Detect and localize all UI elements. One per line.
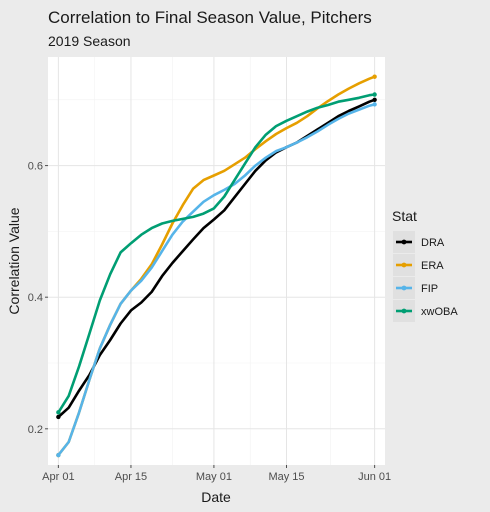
series-point-dra <box>56 414 61 420</box>
legend-label-fip: FIP <box>421 283 438 295</box>
series-lines <box>56 74 377 458</box>
x-tick-label: Apr 15 <box>115 471 147 483</box>
chart-subtitle: 2019 Season <box>48 33 131 49</box>
series-point-fip <box>372 102 377 107</box>
series-point-xwoba <box>372 92 377 97</box>
legend-key-point <box>401 285 407 291</box>
legend-label-dra: DRA <box>421 237 445 249</box>
legend: DRA ERA FIP xwOBA <box>393 231 458 322</box>
series-point-era <box>372 74 377 79</box>
series-point-xwoba <box>56 410 61 415</box>
legend-key-point <box>401 262 407 268</box>
chart-title: Correlation to Final Season Value, Pitch… <box>48 8 372 27</box>
y-axis-title: Correlation Value <box>6 207 22 314</box>
legend-label-era: ERA <box>421 260 444 272</box>
x-tick-label: May 01 <box>196 471 232 483</box>
legend-title: Stat <box>392 208 417 224</box>
x-axis-title: Date <box>201 489 231 505</box>
y-tick-label: 0.2 <box>28 424 43 436</box>
legend-key-point <box>401 239 407 245</box>
series-point-fip <box>56 452 61 458</box>
series-line-fip <box>57 103 376 457</box>
y-tick-label: 0.4 <box>28 292 43 304</box>
x-tick-label: Apr 01 <box>42 471 74 483</box>
series-line-xwoba <box>57 93 376 414</box>
y-tick-label: 0.6 <box>28 161 43 173</box>
series-line-dra <box>57 98 376 419</box>
legend-key-point <box>401 308 407 314</box>
legend-label-xwoba: xwOBA <box>421 306 458 318</box>
grid-lines <box>48 57 385 465</box>
x-tick-label: Jun 01 <box>358 471 391 483</box>
series-point-dra <box>372 97 377 102</box>
x-tick-label: May 15 <box>268 471 304 483</box>
axis-ticks: Apr 01 Apr 15 May 01 May 15 Jun 01 0.2 0.4 0.6 <box>28 161 391 483</box>
